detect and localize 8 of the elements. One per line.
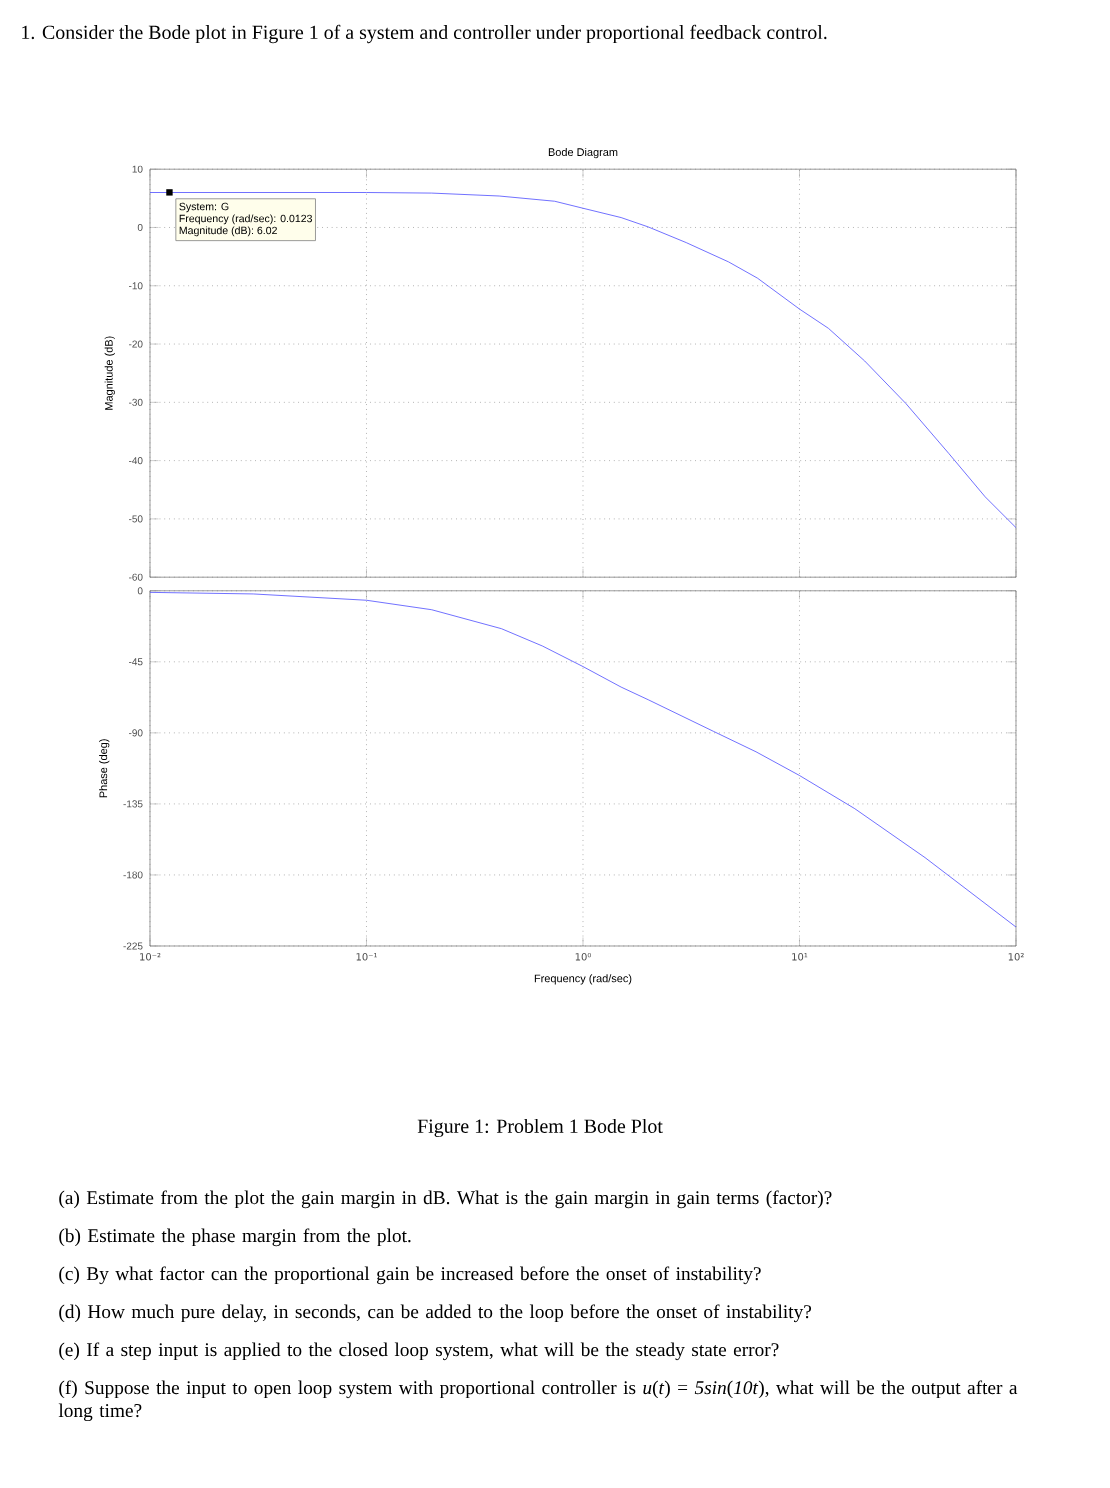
text: (e) If a step input is applied to the closed loop system, what will be the steady state error?: [59, 1342, 779, 1361]
text: (b) Estimate the phase margin from the plot.: [59, 1228, 411, 1247]
caption: Figure 1: Problem 1 Bode Plot: [417, 1118, 663, 1138]
text: (d) How much pure delay, in seconds, can be added to the loop before the onset of instability?: [59, 1304, 812, 1323]
text: (f) Suppose the input to open loop system with proportional controller is u(t) = 5sin(10t), what will be the output after a long time?: [58, 1380, 1018, 1422]
text: (a) Estimate from the plot the gain margin in dB. What is the gain margin in gain terms (factor)?: [59, 1190, 832, 1209]
text: 1. Consider the Bode plot in Figure 1 of a system and controller under proportional feedback control.: [22, 24, 827, 44]
text: (c) By what factor can the proportional gain be increased before the onset of instability?: [59, 1266, 761, 1285]
